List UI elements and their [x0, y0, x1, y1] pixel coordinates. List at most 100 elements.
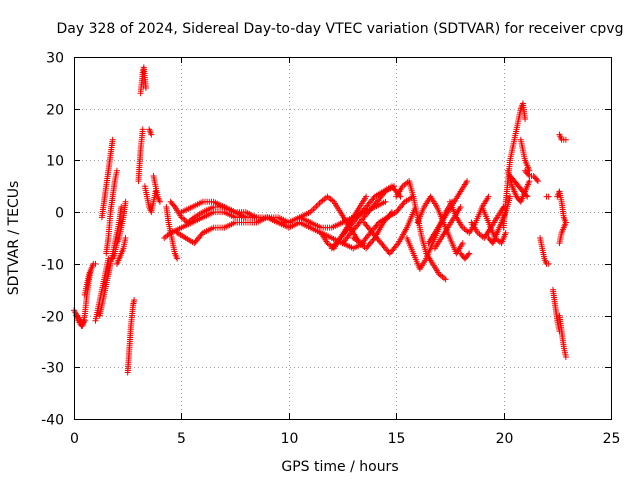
data-point [118, 203, 125, 210]
data-point [533, 176, 540, 183]
series-arc-36 [457, 250, 473, 262]
series-arc-06 [98, 136, 116, 221]
series-arc-14 [141, 183, 159, 216]
plot-frame [74, 57, 612, 420]
data-point [522, 116, 529, 123]
y-axis-title: SDTVAR / TECUs [6, 181, 22, 296]
data-point [363, 193, 370, 200]
series-arc-50 [556, 219, 569, 247]
data-point [465, 251, 472, 258]
series-arc-09 [109, 198, 129, 262]
data-point [122, 235, 129, 241]
data-point [464, 178, 471, 185]
series-arc-43 [517, 136, 533, 174]
data-point [314, 201, 321, 208]
data-point [81, 317, 88, 324]
y-tick-label: -40 [41, 413, 64, 429]
series-arc-21 [161, 209, 249, 241]
x-tick-label: 5 [177, 431, 186, 447]
data-point [442, 276, 449, 283]
series-arc-22 [264, 214, 367, 252]
series-arc-29 [360, 203, 419, 257]
data-point [545, 260, 552, 267]
data-point [400, 200, 407, 207]
series-arc-15 [146, 126, 155, 138]
data-point [198, 231, 205, 238]
data-point [174, 255, 181, 262]
data-point [457, 203, 464, 210]
series-arc-48 [556, 312, 569, 360]
x-tick-label: 25 [603, 431, 621, 447]
series-arc-13 [137, 64, 149, 97]
series-arc-07 [103, 167, 120, 257]
x-tick-label: 20 [496, 431, 514, 447]
y-tick-label: -10 [41, 258, 64, 274]
series-arc-19 [174, 214, 292, 247]
y-tick-label: 20 [46, 103, 64, 119]
data-point [156, 198, 163, 205]
y-tick-label: 0 [55, 206, 64, 222]
data-point [139, 126, 146, 133]
data-point [92, 260, 99, 267]
data-point [459, 240, 466, 247]
series-arc-03 [81, 260, 99, 298]
data-point [113, 167, 120, 174]
x-tick-label: 10 [281, 431, 299, 447]
y-tick-label: -20 [41, 310, 64, 326]
data-points [71, 64, 569, 376]
data-point [562, 219, 569, 226]
data-point [122, 198, 129, 205]
series-arc-32 [414, 193, 466, 257]
data-point [562, 136, 569, 143]
data-point [526, 178, 533, 185]
data-point [316, 200, 323, 207]
data-point [545, 193, 552, 200]
data-point [310, 206, 317, 213]
data-point [562, 353, 569, 360]
series-arc-49 [554, 188, 569, 226]
series-arc-46 [543, 193, 552, 200]
data-point [382, 198, 389, 205]
data-point [313, 203, 320, 210]
data-point [507, 193, 514, 200]
data-point [170, 202, 177, 209]
y-tick-label: 30 [46, 51, 64, 67]
data-point [394, 241, 401, 248]
data-point [485, 193, 492, 200]
data-point [148, 131, 155, 138]
data-point [142, 85, 149, 92]
data-point [370, 195, 377, 202]
series-arc-51 [556, 131, 569, 143]
data-point [523, 192, 530, 199]
data-point [524, 193, 531, 200]
series-arc-39 [485, 193, 514, 247]
data-point [391, 183, 398, 190]
series-arc-11 [124, 297, 138, 376]
data-point [242, 214, 249, 221]
chart-title: Day 328 of 2024, Sidereal Day-to-day VTE… [57, 21, 624, 37]
data-point [109, 136, 116, 143]
data-point [525, 171, 532, 178]
series-arc-10 [113, 235, 129, 267]
series-arc-37 [468, 203, 507, 241]
y-tick-label: -30 [41, 361, 64, 377]
x-tick-label: 15 [388, 431, 406, 447]
series-arc-30 [393, 178, 449, 283]
series-arc-16 [150, 172, 163, 205]
x-tick-label: 0 [70, 431, 79, 447]
series-arc-12 [135, 126, 146, 185]
series-arc-27 [339, 183, 398, 247]
data-point [381, 189, 388, 196]
series-arc-42 [507, 172, 531, 200]
series-arc-44 [522, 167, 541, 185]
data-point [466, 250, 473, 257]
series-arc-40 [500, 100, 529, 231]
data-point [534, 178, 541, 185]
data-point [131, 297, 138, 304]
series-arc-33 [425, 178, 471, 247]
series-arc-28 [350, 193, 417, 247]
x-axis-title: GPS time / hours [281, 459, 398, 475]
series-arc-45 [537, 235, 552, 267]
